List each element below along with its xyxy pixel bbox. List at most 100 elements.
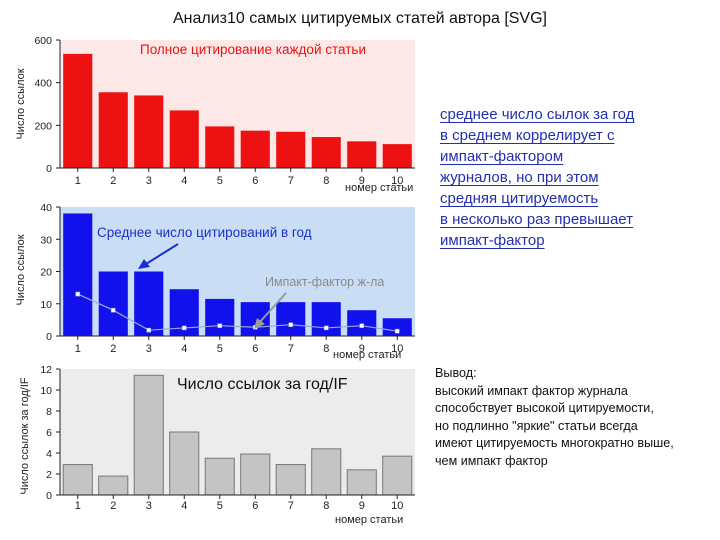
note-line: средняя цитируемость: [440, 190, 599, 207]
conclusion-text: Вывод: высокий импакт фактор журнала спо…: [435, 365, 717, 470]
bar: [276, 131, 306, 168]
series-arrowhead: [254, 318, 265, 329]
impact-factor-point: [288, 322, 294, 328]
x-tick-label: 10: [391, 175, 403, 187]
impact-factor-point: [217, 323, 223, 328]
conclusion-line: но подлинно "яркие" статьи всегда: [435, 418, 638, 433]
impact-factor-point: [359, 323, 365, 328]
x-tick-label: 10: [391, 343, 403, 355]
chart-title: Число ссылок за год/IF: [177, 376, 348, 393]
x-tick-label: 3: [146, 175, 152, 187]
conclusion-line: Вывод:: [435, 366, 477, 380]
x-tick-label: 1: [75, 500, 81, 512]
y-tick-label: 4: [46, 448, 52, 460]
y-axis-label: Число ссылок за год/IF: [19, 377, 31, 495]
y-tick-label: 2: [46, 469, 52, 481]
impact-factor-point: [146, 327, 152, 333]
bar: [347, 141, 377, 168]
series-label: Импакт-фактор ж-ла: [265, 275, 384, 289]
y-tick-label: 6: [46, 427, 52, 439]
y-tick-label: 400: [34, 78, 52, 90]
note-line: в несколько раз превышает: [440, 211, 634, 228]
note-line: в среднем коррелирует с: [440, 127, 615, 144]
x-tick-label: 7: [288, 500, 294, 512]
y-tick-label: 0: [46, 163, 52, 175]
chart-title: Полное цитирование каждой статьи: [140, 42, 366, 57]
impact-factor-point: [394, 328, 400, 334]
x-tick-label: 6: [252, 175, 258, 187]
bar: [311, 137, 341, 168]
bar: [98, 271, 128, 336]
y-tick-label: 12: [40, 364, 52, 376]
x-tick-label: 7: [288, 343, 294, 355]
bar: [382, 144, 412, 168]
impact-factor-point: [323, 325, 329, 331]
y-axis-label: Число ссылок: [15, 234, 27, 305]
bar: [134, 95, 164, 168]
bar: [240, 130, 270, 168]
note-line: импакт-фактор: [440, 232, 545, 249]
bar: [382, 455, 413, 496]
bar: [98, 475, 129, 496]
bar: [347, 310, 377, 336]
y-tick-label: 200: [34, 120, 52, 132]
x-tick-label: 4: [181, 175, 187, 187]
bar: [169, 110, 199, 168]
x-tick-label: 10: [391, 500, 403, 512]
bar: [240, 302, 270, 336]
note-line: среднее число сылок за год: [440, 106, 635, 123]
bar: [134, 271, 164, 336]
x-tick-label: 3: [146, 343, 152, 355]
x-tick-label: 8: [323, 343, 329, 355]
conclusion-line: чем импакт фактор: [435, 453, 548, 468]
bar: [63, 213, 93, 336]
x-tick-label: 8: [323, 500, 329, 512]
bar: [240, 453, 271, 496]
y-tick-label: 8: [46, 406, 52, 418]
x-axis-label: номер статьи: [335, 514, 403, 526]
note-line: импакт-фактором: [440, 148, 564, 165]
impact-factor-point: [75, 291, 81, 297]
x-tick-label: 4: [181, 500, 187, 512]
bar: [169, 431, 200, 496]
x-tick-label: 9: [359, 175, 365, 187]
y-tick-label: 30: [40, 234, 52, 246]
y-tick-label: 0: [46, 331, 52, 343]
chart-title: Среднее число цитирований в год: [97, 225, 312, 240]
y-tick-label: 10: [40, 385, 52, 397]
y-tick-label: 20: [40, 267, 52, 279]
bar: [205, 126, 235, 168]
conclusion-line: имеют цитируемость многократно выше,: [435, 436, 674, 450]
bar: [133, 374, 164, 496]
x-tick-label: 1: [75, 175, 81, 187]
x-tick-label: 9: [359, 500, 365, 512]
x-tick-label: 6: [252, 500, 258, 512]
impact-factor-point: [110, 307, 116, 313]
x-axis-label: номер статьи: [345, 182, 413, 194]
x-tick-label: 2: [110, 175, 116, 187]
x-tick-label: 2: [110, 500, 116, 512]
x-tick-label: 2: [110, 343, 116, 355]
page-title: Анализ10 самых цитируемых статей автора …: [173, 10, 547, 27]
bar: [205, 298, 235, 336]
bar: [62, 464, 93, 496]
y-tick-label: 40: [40, 202, 52, 214]
title-arrow: [145, 243, 179, 265]
bar: [311, 448, 342, 496]
x-tick-label: 5: [217, 175, 223, 187]
series-arrow: [258, 292, 287, 324]
bar: [204, 457, 235, 496]
bar: [311, 302, 341, 336]
x-tick-label: 1: [75, 343, 81, 355]
y-axis-label: Число ссылок: [15, 68, 27, 139]
impact-factor-point: [181, 325, 187, 331]
note-line: журналов, но при этом: [440, 169, 599, 186]
bar: [98, 92, 128, 168]
x-tick-label: 5: [217, 343, 223, 355]
bar: [276, 302, 306, 336]
title-arrowhead: [138, 259, 150, 269]
